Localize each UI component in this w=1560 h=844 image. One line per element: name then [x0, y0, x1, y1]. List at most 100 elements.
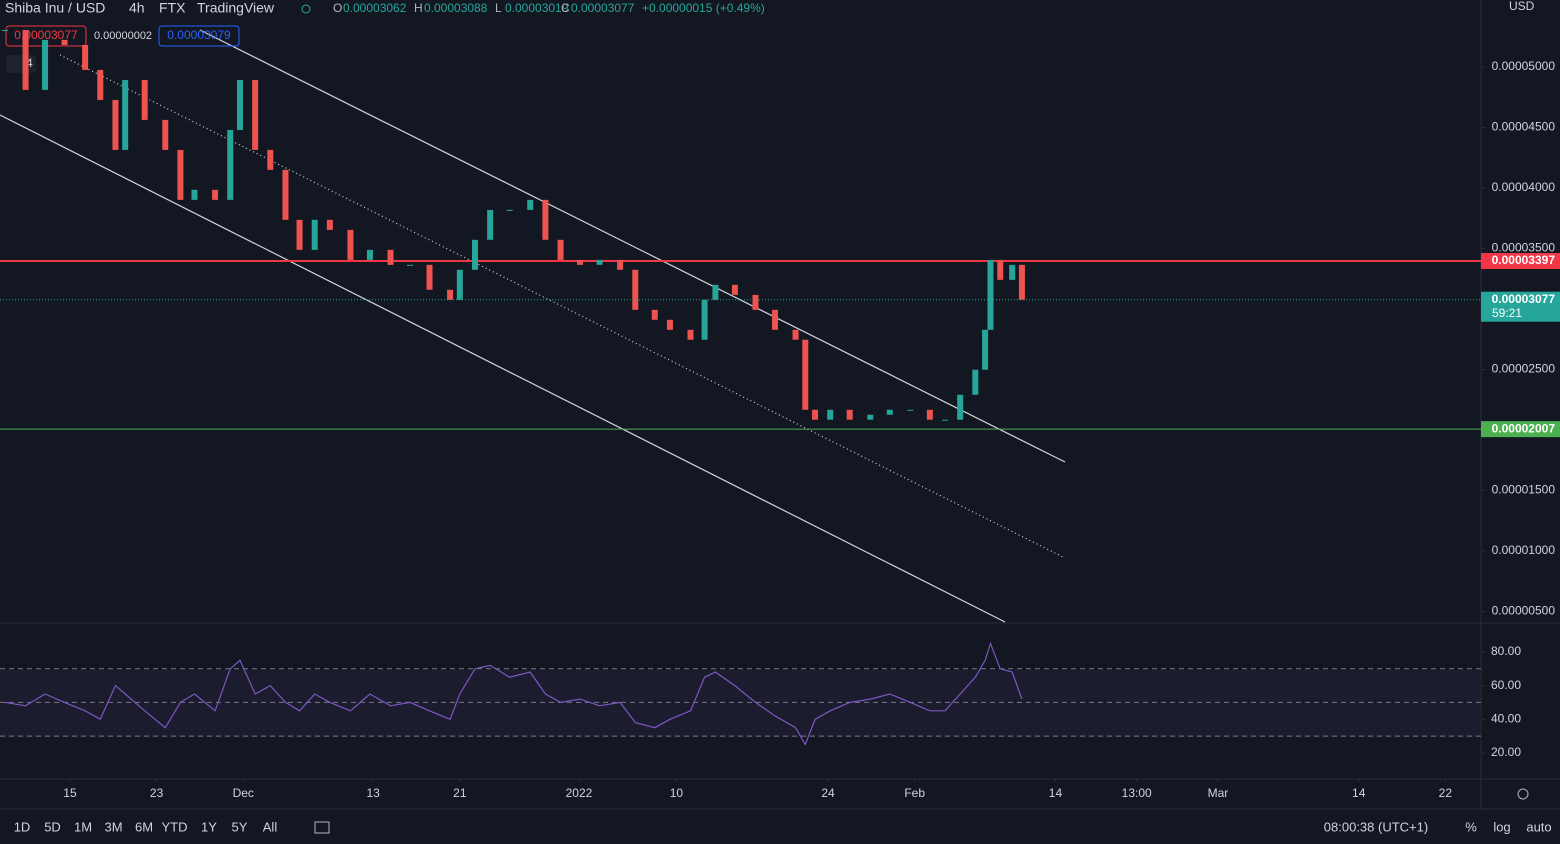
settings-icon[interactable]	[1517, 788, 1529, 800]
candle-body	[347, 229, 354, 260]
replay-icon[interactable]	[314, 821, 330, 834]
candle-body	[907, 409, 914, 411]
ohlc-label: H	[414, 1, 423, 15]
range-button[interactable]: All	[263, 819, 278, 834]
ohlc-label: O	[333, 1, 342, 15]
candle-body	[542, 199, 549, 240]
interval[interactable]: 4h	[129, 0, 145, 16]
auto-toggle[interactable]: auto	[1526, 819, 1551, 834]
source: TradingView	[197, 0, 275, 16]
candle-body	[701, 299, 708, 340]
candle-body	[212, 189, 219, 200]
candle-body	[577, 259, 584, 265]
candle-body	[506, 209, 513, 211]
candle-body	[456, 269, 463, 300]
level-label: 0.00003397	[1492, 253, 1556, 267]
candle-body	[632, 269, 639, 310]
candle-body	[236, 79, 243, 130]
candle-body	[846, 409, 853, 420]
candle-body	[426, 264, 433, 290]
x-tick-label: 2022	[566, 786, 593, 800]
y-tick-label: 0.00004500	[1492, 120, 1556, 134]
candle-body	[326, 219, 333, 230]
range-button[interactable]: 3M	[104, 819, 122, 834]
range-button[interactable]: 1D	[14, 819, 31, 834]
candle-body	[527, 199, 534, 210]
candle-body	[252, 79, 259, 150]
candle-body	[191, 189, 198, 200]
range-button[interactable]: 5Y	[232, 819, 248, 834]
candle-body	[387, 249, 394, 265]
candle-body	[267, 149, 274, 170]
x-tick-label: 22	[1439, 786, 1453, 800]
candle-body	[886, 409, 893, 415]
candle-body	[987, 259, 994, 330]
rsi-line	[4, 641, 1023, 746]
level-badge	[1481, 252, 1560, 269]
ohlc-value: 0.00003062	[343, 1, 407, 15]
x-tick-label: Dec	[233, 786, 254, 800]
candle-body	[97, 69, 104, 100]
y-tick-label: 0.00002500	[1492, 362, 1556, 376]
candle-body	[141, 79, 148, 120]
candle-body	[296, 219, 303, 250]
candle-body	[22, 30, 29, 90]
y-tick-label: 0.00003500	[1492, 241, 1556, 255]
level-badge	[1481, 421, 1560, 438]
candle-body	[227, 129, 234, 200]
indicator-count[interactable]: 4	[26, 56, 33, 70]
candle-body	[1, 30, 8, 32]
rsi-tick-label: 80.00	[1491, 644, 1521, 658]
channel	[0, 29, 1066, 623]
countdown: 59:21	[1492, 306, 1522, 320]
x-tick-label: 15	[63, 786, 77, 800]
buy-button[interactable]	[158, 25, 240, 47]
symbol[interactable]: Shiba Inu / USD	[5, 0, 105, 16]
x-tick-label: 23	[150, 786, 164, 800]
y-tick-label: 0.00005000	[1492, 59, 1556, 73]
candle-body	[61, 39, 68, 46]
candle-body	[557, 239, 564, 260]
candle-body	[982, 329, 989, 370]
candle-body	[471, 239, 478, 270]
current-price-badge	[1481, 291, 1560, 322]
percent-toggle[interactable]: %	[1465, 819, 1477, 834]
currency[interactable]: USD	[1509, 0, 1535, 13]
ohlc-label: L	[495, 1, 502, 15]
rsi-tick-label: 40.00	[1491, 711, 1521, 725]
candle-body	[617, 259, 624, 270]
y-tick-label: 0.00001000	[1492, 543, 1556, 557]
candle-body	[177, 149, 184, 200]
candle-body	[957, 394, 964, 420]
range-button[interactable]: 1M	[74, 819, 92, 834]
range-button[interactable]: 1Y	[201, 819, 217, 834]
ohlc-label: C	[561, 1, 570, 15]
candle-body	[867, 414, 874, 420]
candle-body	[687, 329, 694, 340]
candle-body	[731, 284, 738, 295]
candle-body	[1018, 264, 1025, 300]
current-price-label: 0.00003077	[1492, 292, 1556, 306]
candle-body	[447, 289, 454, 300]
candle-body	[122, 79, 129, 150]
change: +0.00000015 (+0.49%)	[642, 1, 765, 15]
buy-price[interactable]: 0.00003079	[167, 28, 231, 42]
candle-body	[771, 309, 778, 330]
sell-price[interactable]: 0.00003077	[14, 28, 78, 42]
range-button[interactable]: 6M	[135, 819, 153, 834]
range-button[interactable]: YTD	[162, 819, 188, 834]
candle-body	[827, 409, 834, 420]
x-tick-label: 13:00	[1122, 786, 1152, 800]
rsi-tick-label: 60.00	[1491, 678, 1521, 692]
candle-body	[972, 369, 979, 395]
x-tick-label: Mar	[1208, 786, 1229, 800]
x-tick-label: 14	[1352, 786, 1366, 800]
range-button[interactable]: 5D	[44, 819, 61, 834]
y-tick-label: 0.00001500	[1492, 483, 1556, 497]
market-status	[301, 4, 311, 14]
rsi-band	[0, 670, 1480, 737]
log-toggle[interactable]: log	[1493, 819, 1510, 834]
channel-mid	[59, 54, 1066, 559]
candle-body	[792, 329, 799, 340]
